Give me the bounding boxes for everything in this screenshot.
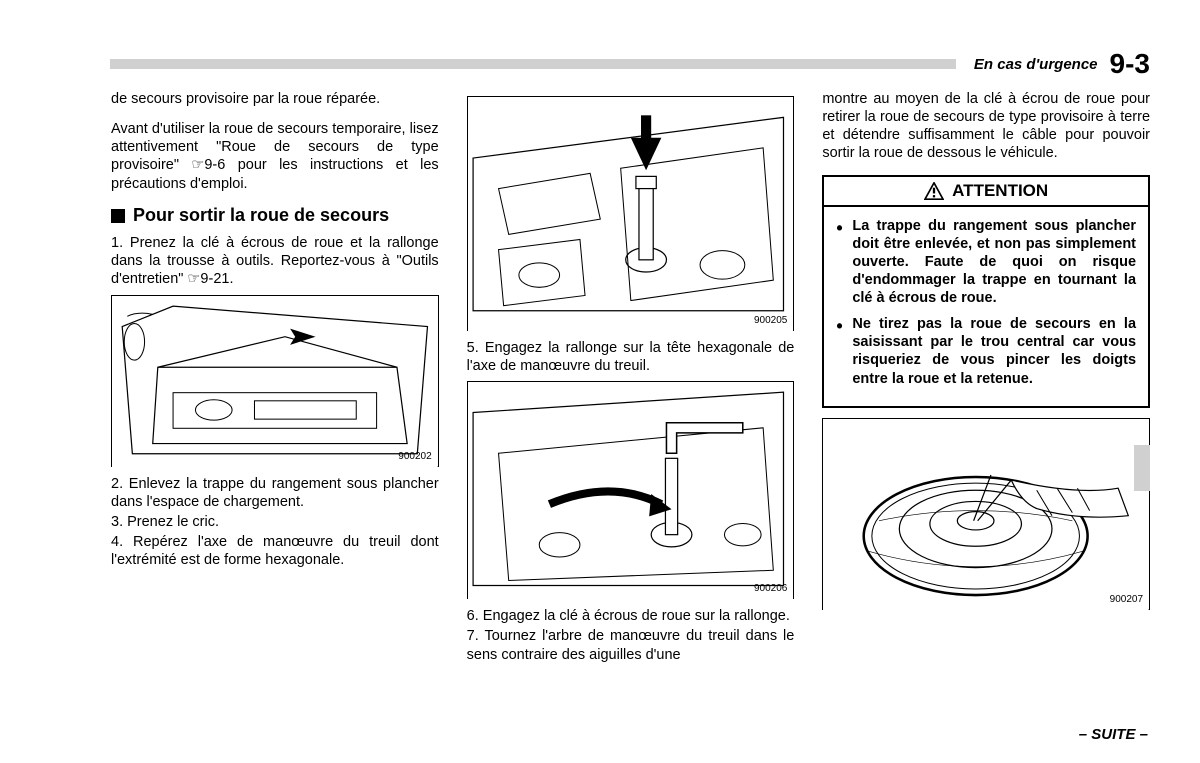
figure-900207: 900207 bbox=[822, 418, 1150, 610]
attention-body: La trappe du rangement sous plancher doi… bbox=[824, 207, 1148, 406]
figure-900202: 900202 bbox=[111, 295, 439, 467]
breadcrumb: En cas d'urgence bbox=[974, 56, 1098, 73]
attention-item-2: Ne tirez pas la roue de secours en la sa… bbox=[836, 315, 1136, 388]
intro-para-1: de secours provisoire par la roue réparé… bbox=[111, 90, 439, 108]
step-4: 4. Repérez l'axe de manœuvre du treuil d… bbox=[111, 533, 439, 569]
attention-box: ATTENTION La trappe du rangement sous pl… bbox=[822, 175, 1150, 408]
continuation-para: montre au moyen de la clé à écrou de rou… bbox=[822, 90, 1150, 163]
step-1: 1. Prenez la clé à écrous de roue et la … bbox=[111, 234, 439, 288]
figure-wrench-illustration bbox=[468, 382, 794, 602]
figure-extension-illustration bbox=[468, 97, 794, 334]
footer-continuation: – SUITE – bbox=[1079, 726, 1148, 743]
figure-tire-illustration bbox=[823, 419, 1149, 612]
step-3: 3. Prenez le cric. bbox=[111, 513, 439, 531]
step-5: 5. Engagez la rallonge sur la tête hexag… bbox=[467, 339, 795, 375]
figure-900205: 900205 bbox=[467, 96, 795, 331]
page-header: En cas d'urgence 9-3 bbox=[110, 48, 1150, 80]
column-3: montre au moyen de la clé à écrou de rou… bbox=[822, 90, 1150, 666]
figure-id: 900207 bbox=[1110, 594, 1143, 605]
side-tab bbox=[1134, 445, 1150, 491]
attention-label: ATTENTION bbox=[952, 181, 1048, 201]
attention-item-1: La trappe du rangement sous plancher doi… bbox=[836, 217, 1136, 308]
figure-id: 900205 bbox=[754, 315, 787, 326]
header-rule bbox=[110, 59, 956, 69]
figure-id: 900206 bbox=[754, 583, 787, 594]
figure-id: 900202 bbox=[398, 451, 431, 462]
intro-para-2: Avant d'utiliser la roue de secours temp… bbox=[111, 120, 439, 193]
content-columns: de secours provisoire par la roue réparé… bbox=[111, 90, 1150, 666]
section-title: Pour sortir la roue de secours bbox=[133, 205, 389, 227]
figure-trunk-illustration bbox=[112, 296, 438, 469]
step-6: 6. Engagez la clé à écrous de roue sur l… bbox=[467, 607, 795, 625]
page-number: 9-3 bbox=[1110, 48, 1150, 80]
warning-icon bbox=[924, 182, 944, 200]
column-2: 900205 5. Engagez la rallonge sur la têt… bbox=[467, 90, 795, 666]
column-1: de secours provisoire par la roue réparé… bbox=[111, 90, 439, 666]
section-bullet-icon bbox=[111, 209, 125, 223]
attention-header: ATTENTION bbox=[824, 177, 1148, 207]
step-2: 2. Enlevez la trappe du rangement sous p… bbox=[111, 475, 439, 511]
section-heading: Pour sortir la roue de secours bbox=[111, 205, 439, 227]
step-7: 7. Tournez l'arbre de manœuvre du treuil… bbox=[467, 627, 795, 663]
figure-900206: 900206 bbox=[467, 381, 795, 599]
